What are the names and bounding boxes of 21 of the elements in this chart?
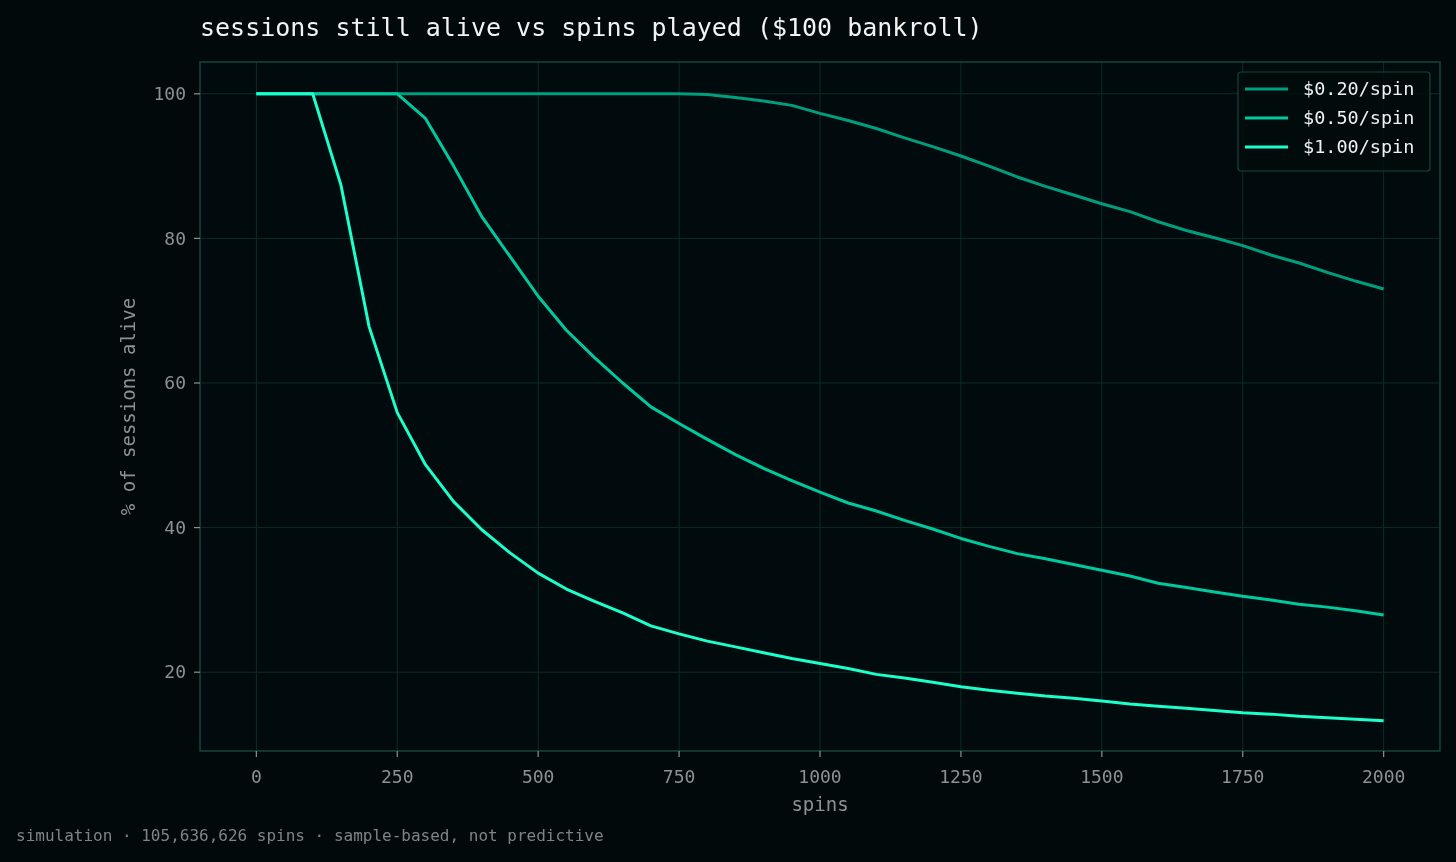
legend-label: $0.20/spin (1303, 78, 1415, 100)
x-tick-label: 1250 (939, 766, 983, 787)
y-tick-label: 80 (164, 227, 186, 249)
x-tick-label: 1500 (1080, 766, 1124, 787)
legend-label: $1.00/spin (1303, 136, 1415, 158)
x-tick-label: 0 (250, 766, 262, 787)
y-tick-label: 40 (164, 516, 186, 538)
text: simulation · 105,636,626 spins · sample-based, not predictive (16, 826, 604, 845)
x-tick-label: 1750 (1221, 766, 1265, 787)
y-tick-label: 60 (164, 372, 186, 394)
x-tick-label: 1000 (798, 766, 842, 787)
x-tick-label: 750 (662, 766, 696, 787)
y-tick-label: 100 (153, 83, 186, 105)
x-tick-label: 250 (381, 766, 414, 787)
y-tick-label: 20 (164, 661, 186, 683)
x-axis-title: spins (791, 793, 849, 815)
x-tick-label: 500 (521, 766, 555, 787)
chart-title: sessions still alive vs spins played ($100 bankroll) (200, 13, 983, 42)
legend-label: $0.50/spin (1303, 107, 1415, 129)
y-axis-title: % of sessions alive (117, 297, 139, 516)
x-tick-label: 2000 (1361, 766, 1406, 787)
